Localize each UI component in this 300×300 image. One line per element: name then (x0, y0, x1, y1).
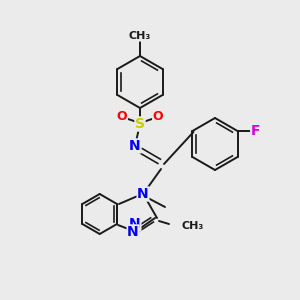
Text: O: O (117, 110, 127, 122)
Text: S: S (135, 117, 145, 131)
Text: CH₃: CH₃ (129, 31, 151, 41)
Text: N: N (129, 217, 141, 231)
Text: N: N (129, 139, 141, 153)
Text: O: O (153, 110, 163, 122)
Text: CH₃: CH₃ (181, 221, 203, 231)
Text: N: N (127, 225, 139, 239)
Text: N: N (137, 187, 149, 201)
Text: F: F (251, 124, 260, 138)
